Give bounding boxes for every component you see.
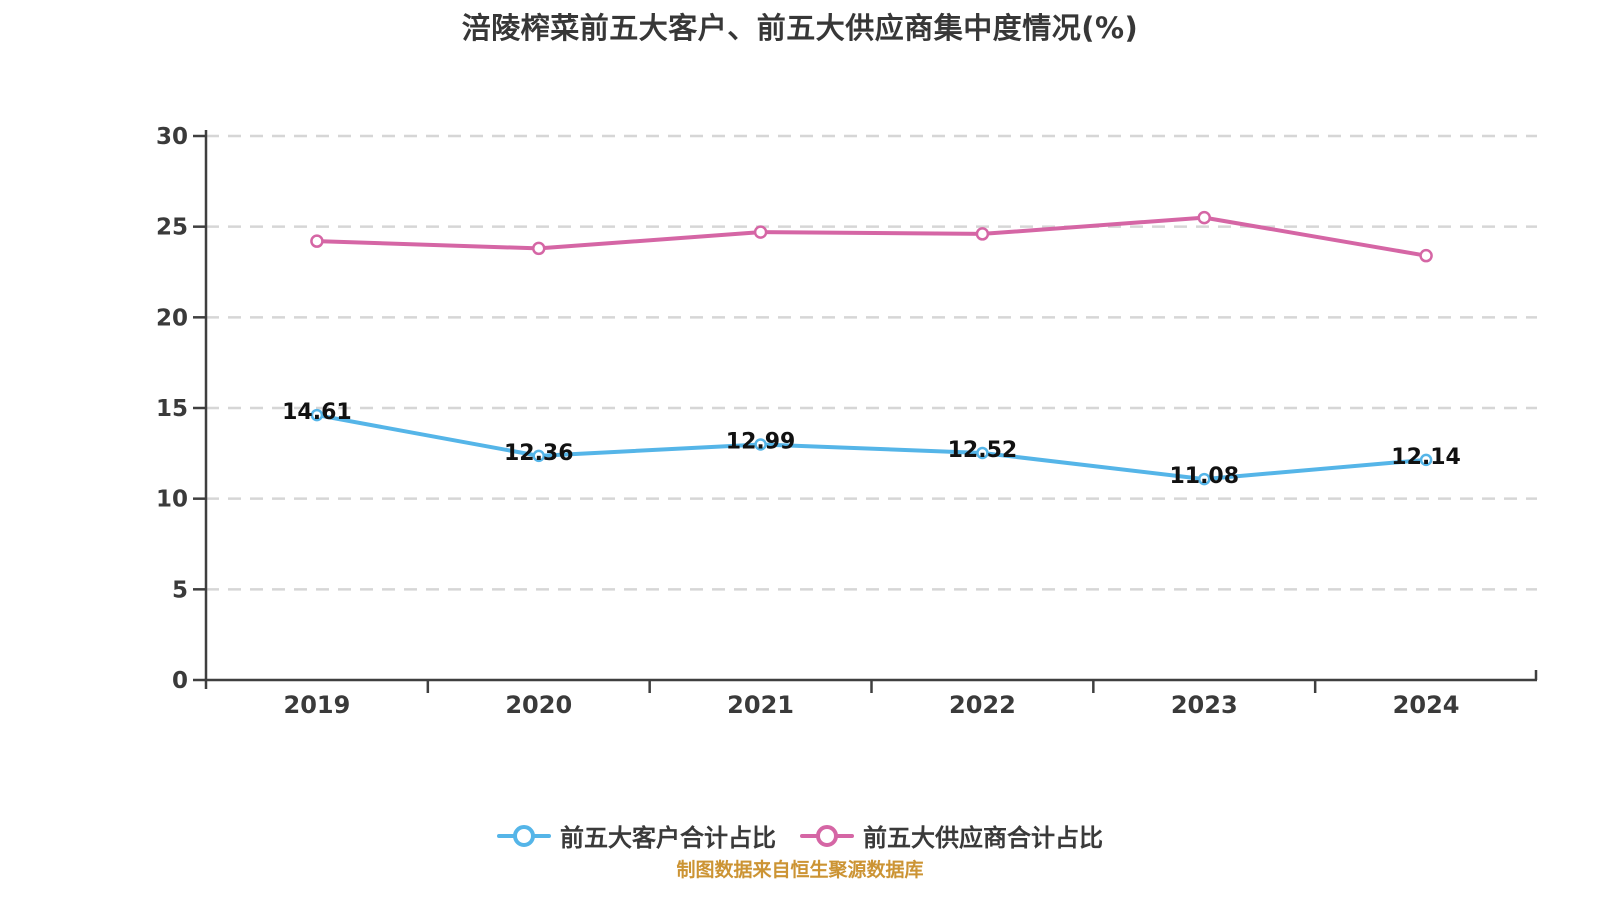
- series-line-suppliers: [314, 215, 1429, 258]
- legend-item-label: 前五大客户合计占比: [560, 824, 776, 852]
- y-tick-label: 20: [156, 305, 188, 331]
- data-point-label: 12.14: [1391, 445, 1461, 470]
- x-tick-label: 2023: [1171, 691, 1238, 719]
- y-tick-label: 10: [156, 487, 188, 513]
- chart-title: 涪陵榨菜前五大客户、前五大供应商集中度情况(%): [461, 11, 1139, 45]
- data-point-marker-customers: [310, 408, 324, 422]
- legend-line-circle-icon: [497, 823, 551, 849]
- y-tick-label: 25: [156, 215, 188, 241]
- legend-line-circle-icon: [800, 823, 854, 849]
- data-point-marker-suppliers: [1419, 248, 1433, 263]
- legend-item-label: 前五大供应商合计占比: [863, 824, 1103, 852]
- y-tick-label: 5: [172, 577, 188, 603]
- data-point-marker-suppliers: [310, 234, 324, 248]
- y-tick-label: 0: [172, 668, 188, 694]
- data-point-marker-suppliers: [975, 227, 990, 241]
- data-point-marker-customers: [754, 438, 767, 451]
- x-tick-label: 2021: [727, 691, 794, 719]
- data-point-marker-customers: [532, 449, 545, 463]
- legend-item-customers[interactable]: 前五大客户合计占比: [497, 818, 776, 853]
- x-tick-label: 2019: [284, 691, 351, 719]
- data-point-marker-suppliers: [532, 241, 546, 256]
- data-point-marker-customers: [976, 446, 989, 460]
- series-line-customers: [314, 413, 1429, 482]
- data-point-label: 12.99: [726, 429, 796, 454]
- x-tick-label: 2024: [1393, 691, 1460, 719]
- y-tick-label: 15: [156, 396, 188, 422]
- data-point-label: 14.61: [282, 400, 352, 425]
- data-point-marker-suppliers: [1197, 210, 1211, 225]
- x-tick-label: 2022: [949, 691, 1016, 719]
- data-point-marker-suppliers: [753, 225, 768, 239]
- data-point-label: 12.36: [504, 441, 574, 466]
- chart-legend: 前五大客户合计占比 前五大供应商合计占比: [0, 818, 1600, 853]
- data-point-label: 11.08: [1169, 464, 1239, 489]
- y-tick-label: 30: [156, 124, 188, 150]
- data-source-note: 制图数据来自恒生聚源数据库: [676, 859, 924, 881]
- legend-item-suppliers[interactable]: 前五大供应商合计占比: [800, 818, 1103, 853]
- data-point-label: 12.52: [948, 438, 1018, 463]
- x-tick-label: 2020: [505, 691, 572, 719]
- data-point-marker-customers: [1419, 453, 1433, 467]
- data-point-marker-customers: [1198, 472, 1211, 486]
